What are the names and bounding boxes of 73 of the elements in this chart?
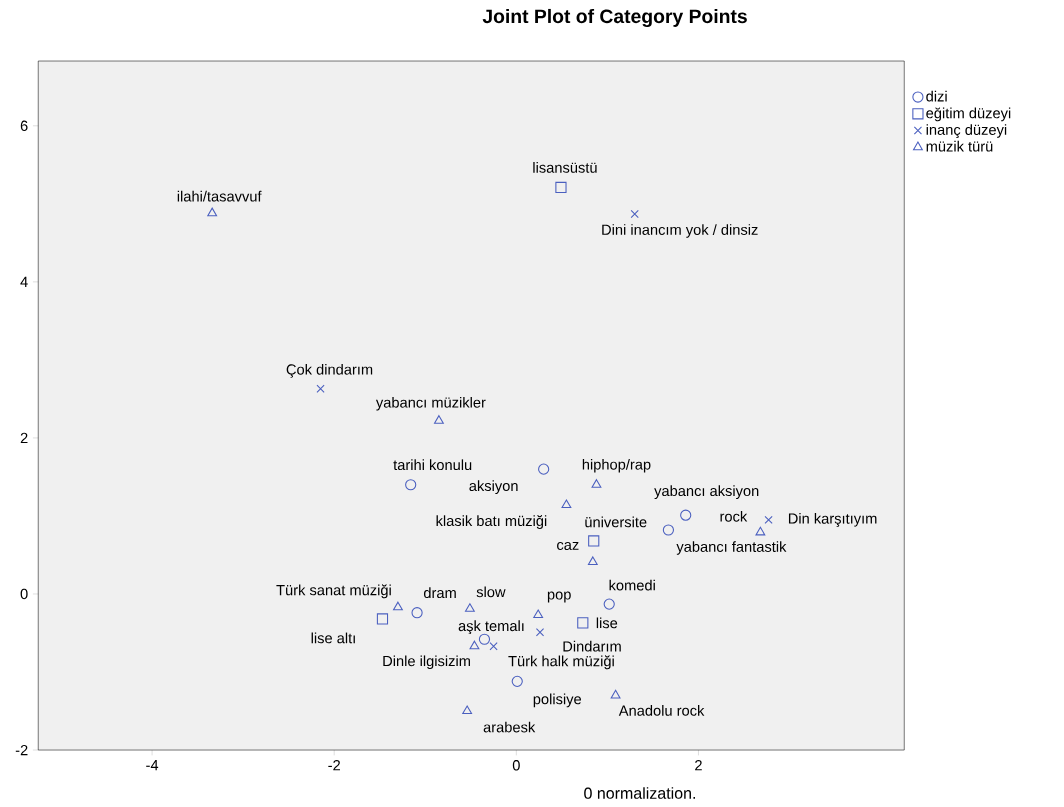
annotation: tarihi konulu	[393, 459, 472, 471]
point	[464, 603, 475, 612]
annotation: polisiye	[533, 693, 582, 708]
point	[555, 181, 567, 194]
annotation: lisansüstü	[533, 162, 597, 173]
point	[764, 515, 773, 524]
legend-label: inanç düzeyi	[926, 124, 1007, 138]
point	[434, 415, 444, 424]
point	[577, 617, 589, 629]
annotation: klasik batı müziği	[436, 515, 547, 529]
point	[603, 598, 615, 610]
point	[561, 499, 572, 509]
point	[393, 601, 403, 611]
legend-label: dizi	[926, 90, 947, 102]
y-tick-label: 4	[20, 276, 28, 287]
point	[662, 524, 675, 536]
annotation: Dini inancım yok / dinsiz	[602, 224, 758, 238]
annotation: Din karşıtıyım	[788, 512, 877, 527]
point	[489, 642, 498, 651]
point	[316, 384, 325, 393]
point	[469, 640, 480, 650]
point	[462, 705, 473, 715]
annotation: lise	[596, 617, 618, 629]
annotation: dram	[423, 587, 456, 599]
x-tick-label: -4	[146, 760, 159, 771]
annotation: yabancı fantastik	[676, 541, 787, 555]
annotation: aksiyon	[469, 480, 518, 494]
annotation: Anadolu rock	[618, 705, 705, 716]
x-tick-label: -2	[328, 760, 340, 771]
point	[376, 613, 389, 625]
annotation: arabesk	[483, 721, 536, 733]
point	[405, 479, 417, 491]
annotation: Türk halk müziği	[508, 655, 614, 670]
annotation: Türk sanat müziği	[276, 584, 391, 599]
legend-label: müzik türü	[926, 140, 993, 152]
point	[207, 207, 218, 217]
y-tick-label: -2	[15, 744, 28, 756]
annotation: aşk temalı	[458, 620, 524, 635]
point	[591, 479, 602, 488]
point	[680, 509, 692, 521]
x-axis-title: 0 normalization.	[584, 787, 695, 799]
point	[755, 526, 766, 536]
point	[610, 689, 621, 699]
x-tick-label: 2	[695, 760, 702, 771]
point	[630, 209, 639, 219]
point	[478, 633, 491, 645]
y-tick-label: 2	[20, 432, 28, 444]
annotation: lise altı	[311, 632, 355, 644]
annotation: caz	[557, 541, 579, 551]
legend-label: eğitim düzeyi	[926, 107, 1011, 122]
annotation: Dinle ilgisizim	[383, 655, 470, 670]
x-tick-label: 0	[512, 760, 520, 771]
annotation: rock	[720, 510, 748, 522]
annotation: Dindarım	[563, 640, 621, 652]
point	[533, 609, 544, 619]
annotation: slow	[476, 586, 506, 598]
point	[538, 463, 550, 475]
y-tick-label: 0	[20, 588, 28, 600]
point	[535, 628, 545, 637]
chart-title: Joint Plot of Category Points	[482, 8, 747, 28]
annotation: pop	[547, 591, 571, 603]
point	[587, 556, 598, 566]
point	[588, 535, 600, 547]
annotation: yabancı müzikler	[375, 396, 486, 411]
point	[511, 675, 523, 687]
point	[411, 607, 423, 619]
annotation: komedi	[609, 579, 655, 591]
y-tick-label: 6	[20, 120, 28, 131]
annotation: hiphop/rap	[582, 458, 651, 473]
annotation: Çok dindarım	[286, 363, 373, 378]
annotation: yabancı aksiyon	[654, 485, 759, 499]
annotation: ilahi/tasavvuf	[177, 190, 262, 202]
annotation: üniversite	[585, 516, 647, 528]
